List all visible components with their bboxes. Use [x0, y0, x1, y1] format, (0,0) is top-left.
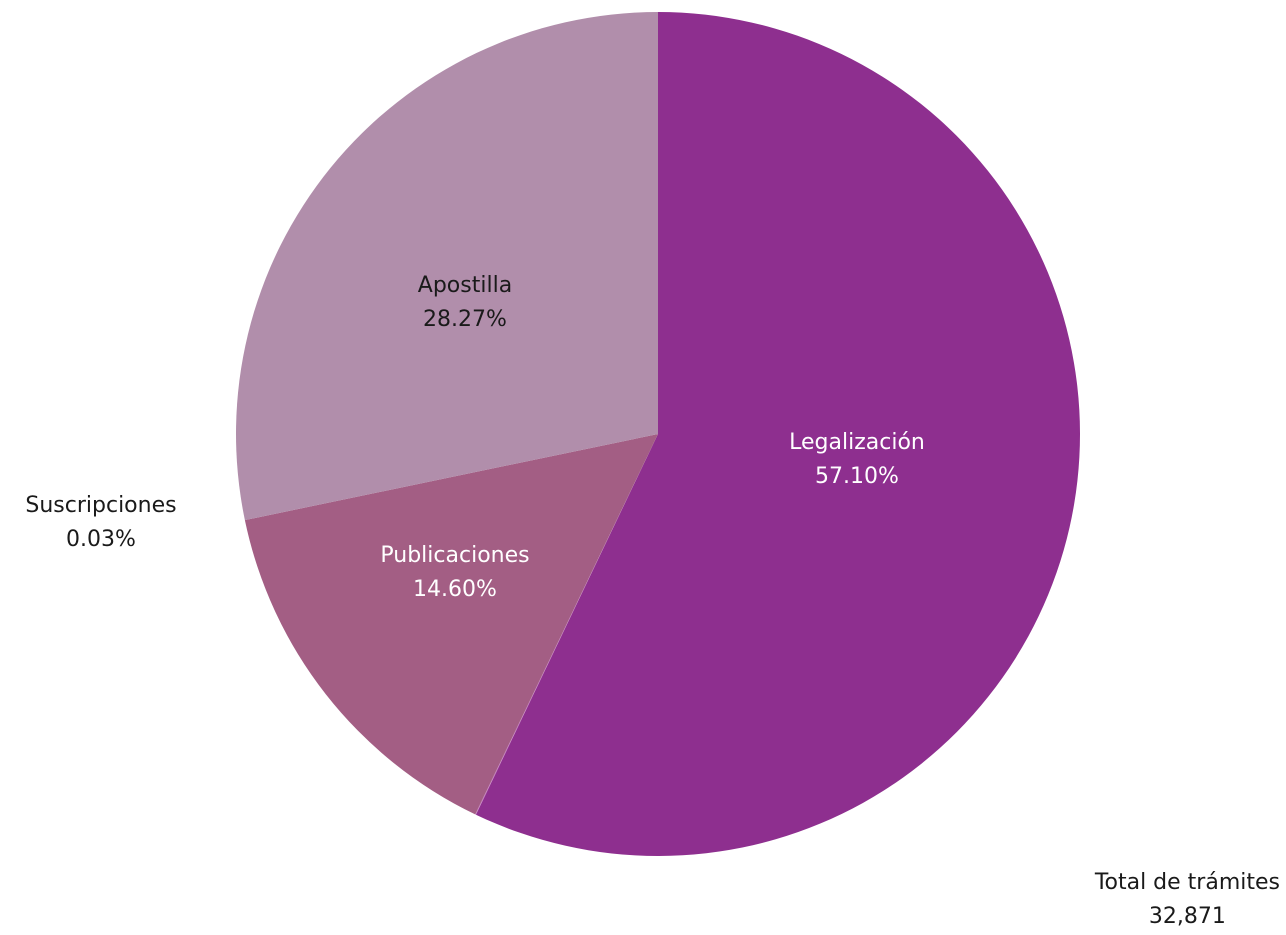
slice-percent-label: 0.03%	[66, 527, 136, 552]
slice-category-label: Suscripciones	[25, 493, 176, 518]
slice-label-suscripciones: Suscripciones 0.03%	[25, 493, 176, 552]
pie-slice-suscripciones	[475, 434, 658, 815]
slice-percent-label: 28.27%	[423, 307, 507, 332]
pie-slice-apostilla	[236, 12, 658, 521]
slice-category-label: Apostilla	[418, 273, 512, 298]
slice-label-legalizacion: Legalización 57.10%	[789, 430, 925, 489]
pie-labels: Legalización 57.10% Suscripciones 0.03% Publ…	[25, 273, 924, 602]
pie-slice-publicaciones	[244, 434, 658, 815]
pie-slices	[236, 11, 1081, 856]
total-label: Total de trámites	[1094, 870, 1280, 895]
slice-percent-label: 14.60%	[413, 577, 497, 602]
slice-label-apostilla: Apostilla 28.27%	[418, 273, 512, 332]
total-block: Total de trámites 32,871	[1095, 866, 1280, 934]
slice-category-label: Publicaciones	[380, 543, 529, 568]
slice-label-publicaciones: Publicaciones 14.60%	[380, 543, 529, 602]
total-value: 32,871	[1148, 904, 1226, 929]
slice-percent-label: 57.10%	[815, 464, 899, 489]
slice-category-label: Legalización	[789, 430, 925, 455]
pie-slice-legalizacion	[475, 11, 1081, 856]
